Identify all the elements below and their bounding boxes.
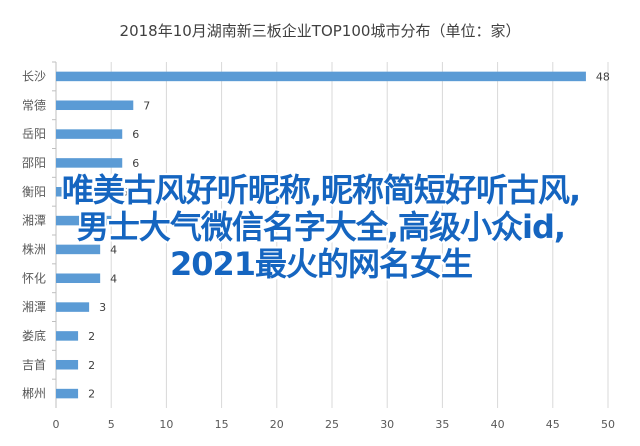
bar [56, 388, 79, 399]
category-label: 怀化 [22, 271, 46, 285]
bar [56, 129, 123, 139]
data-label: 4 [110, 272, 117, 285]
overlay-headline: 唯美古风好听昵称,昵称简短好听古风, 男士大气微信名字大全,高级小众id, 20… [16, 172, 626, 283]
bar [56, 71, 586, 82]
bar [56, 186, 112, 197]
x-tick-label: 15 [215, 418, 229, 431]
x-tick-label: 30 [380, 418, 394, 431]
data-label: 3 [99, 301, 106, 314]
data-label: 5 [121, 186, 128, 199]
data-label: 2 [88, 330, 95, 343]
bar [56, 215, 112, 226]
category-label: 郴州 [22, 387, 46, 401]
category-label: 吉首 [22, 358, 46, 372]
bar [56, 359, 79, 370]
x-tick-label: 50 [601, 418, 615, 431]
overlay-line-2: 男士大气微信名字大全,高级小众id, [76, 208, 566, 246]
category-label: 岳阳 [22, 127, 46, 141]
bar [56, 244, 101, 255]
category-label: 长沙 [22, 69, 46, 83]
data-label: 4 [110, 243, 117, 256]
data-label: 6 [132, 157, 139, 170]
x-tick-label: 5 [108, 418, 115, 431]
data-label: 2 [88, 388, 95, 401]
bar [56, 158, 123, 168]
overlay-line-3: 2021最火的网名女生 [169, 245, 473, 283]
category-label: 湘潭 [22, 213, 46, 228]
x-tick-label: 0 [53, 418, 60, 431]
chart-title: 2018年10月湖南新三板企业TOP100城市分布（单位：家） [119, 22, 521, 40]
data-label: 48 [596, 70, 610, 83]
data-label: 7 [143, 99, 150, 112]
bar [56, 273, 101, 284]
x-tick-label: 40 [491, 418, 505, 431]
x-tick-label: 35 [435, 418, 449, 431]
category-label: 常德 [22, 97, 46, 112]
data-label: 6 [132, 128, 139, 141]
x-tick-label: 25 [325, 418, 339, 431]
overlay-line-1: 唯美古风好听昵称,昵称简短好听古风, [61, 171, 581, 209]
category-label: 株洲 [22, 241, 46, 256]
x-tick-label: 20 [270, 418, 284, 431]
bar [56, 302, 90, 312]
category-label: 衡阳 [22, 185, 46, 199]
data-label: 2 [88, 359, 95, 372]
data-label: 5 [121, 215, 128, 228]
category-label: 邵阳 [22, 156, 46, 170]
category-label: 湘潭 [22, 299, 46, 314]
category-label: 娄底 [22, 328, 46, 343]
bar [56, 100, 134, 111]
x-tick-label: 45 [546, 418, 560, 431]
bar [56, 331, 79, 341]
x-tick-label: 10 [159, 418, 173, 431]
